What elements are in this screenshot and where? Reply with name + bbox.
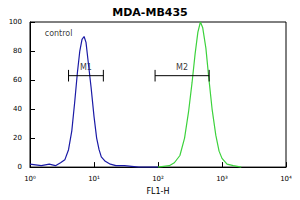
- svg-text:40: 40: [13, 105, 22, 113]
- svg-text:10¹: 10¹: [88, 175, 100, 183]
- svg-text:60: 60: [13, 76, 22, 84]
- svg-text:10⁴: 10⁴: [280, 175, 292, 183]
- svg-text:M1: M1: [80, 63, 92, 72]
- svg-text:10⁰: 10⁰: [24, 175, 36, 183]
- svg-text:10²: 10²: [152, 175, 164, 183]
- svg-text:control: control: [45, 29, 73, 38]
- svg-text:FL1-H: FL1-H: [146, 187, 169, 196]
- svg-text:M2: M2: [176, 63, 188, 72]
- svg-text:0: 0: [18, 163, 22, 171]
- svg-text:100: 100: [9, 18, 22, 26]
- svg-text:10³: 10³: [216, 175, 228, 183]
- svg-text:80: 80: [13, 47, 22, 55]
- svg-text:MDA-MB435: MDA-MB435: [112, 6, 187, 19]
- svg-text:20: 20: [13, 134, 22, 142]
